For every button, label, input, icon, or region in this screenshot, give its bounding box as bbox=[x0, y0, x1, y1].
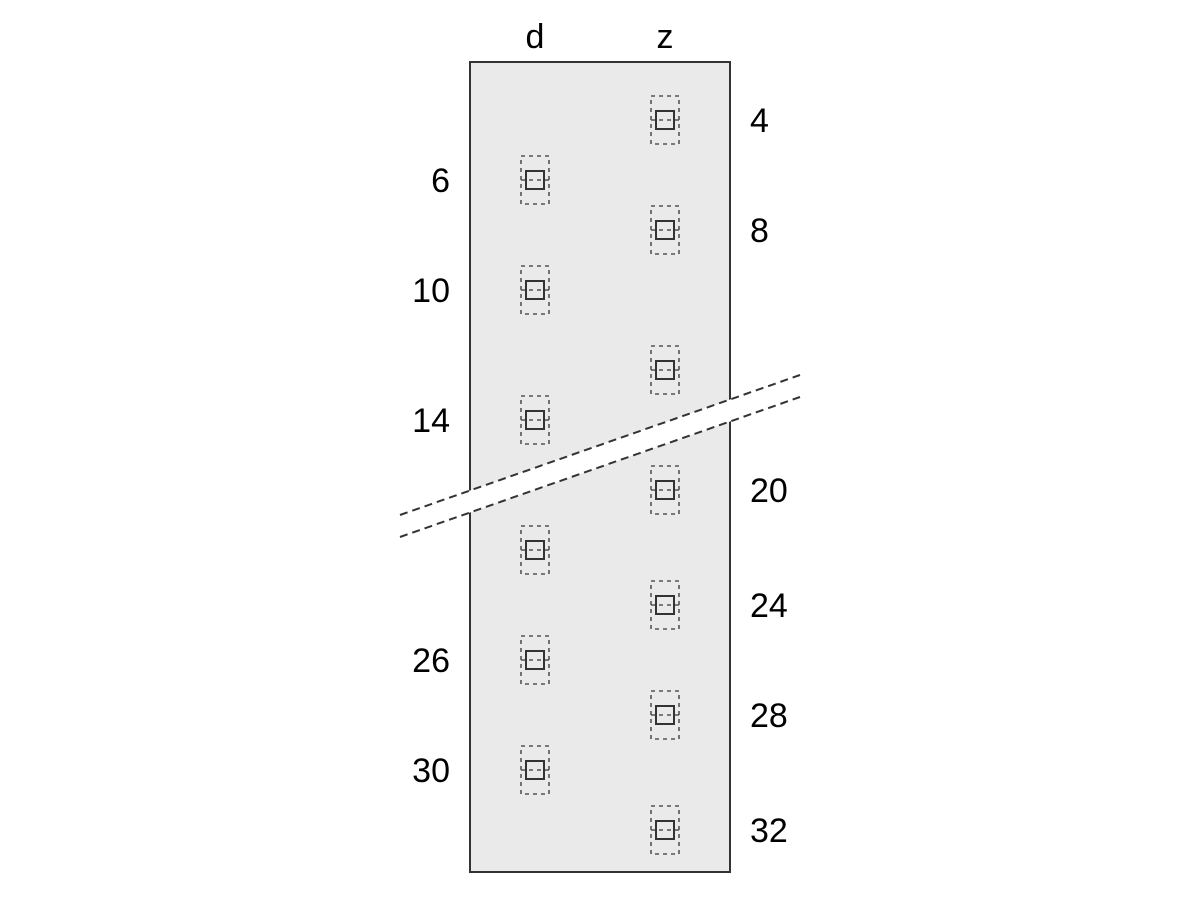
pin-label: 8 bbox=[750, 212, 769, 250]
column-header-z: z bbox=[657, 18, 674, 56]
pin-label: 30 bbox=[412, 752, 450, 790]
column-header-d: d bbox=[526, 18, 545, 56]
pin-label: 10 bbox=[412, 272, 450, 310]
pin-label: 4 bbox=[750, 102, 769, 140]
pin-label: 32 bbox=[750, 812, 788, 850]
pin-label: 26 bbox=[412, 642, 450, 680]
pin-label: 20 bbox=[750, 472, 788, 510]
pin-label: 14 bbox=[412, 402, 450, 440]
pin-label: 28 bbox=[750, 697, 788, 735]
pin-label: 24 bbox=[750, 587, 788, 625]
pin-label: 6 bbox=[431, 162, 450, 200]
pinout-diagram: d z 4 6 8 10 14 20 24 26 28 30 32 bbox=[0, 0, 1200, 900]
